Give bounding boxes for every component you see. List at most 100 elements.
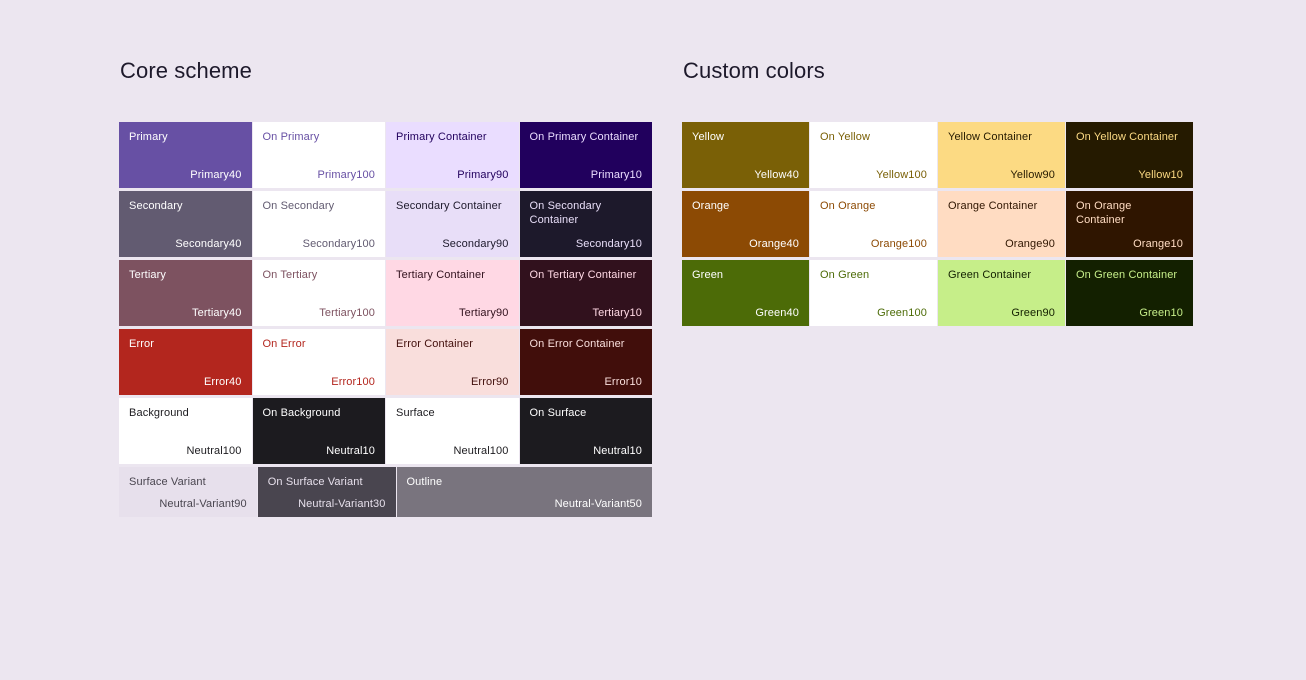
swatch-role-label: Tertiary Container [396,269,485,281]
swatch-role-label: Green [692,269,724,281]
color-swatch[interactable]: On Secondary Secondary100 [252,191,385,257]
swatch-token-label: Green40 [755,307,799,319]
color-swatch[interactable]: On Primary Container Primary10 [519,122,652,188]
swatch-role-label: On Green Container [1076,269,1178,281]
swatch-role-label: On Secondary [262,200,335,212]
swatch-role-label: Primary [129,131,168,143]
color-swatch[interactable]: On Orange Container Orange10 [1066,191,1193,257]
swatch-role-label: Tertiary [129,269,167,281]
swatch-token-label: Secondary10 [575,238,642,250]
swatch-token-label: Tertiary100 [319,307,375,319]
color-swatch[interactable]: Green Container Green90 [938,260,1065,326]
color-swatch[interactable]: Tertiary Tertiary40 [119,260,252,326]
page-title-core-scheme: Core scheme [120,58,252,83]
swatch-token-label: Yellow100 [876,169,927,181]
swatch-token-label: Primary90 [457,169,509,181]
color-swatch[interactable]: Primary Container Primary90 [386,122,519,188]
swatch-token-label: Yellow40 [754,169,799,181]
swatch-token-label: Tertiary10 [592,307,642,319]
swatch-token-label: Green90 [1011,307,1055,319]
swatch-role-label: On Yellow [820,131,871,143]
color-swatch[interactable]: Surface Variant Neutral-Variant90 [119,467,257,517]
swatch-token-label: Green100 [877,307,927,319]
color-swatch[interactable]: On Surface Neutral10 [519,398,652,464]
color-swatch[interactable]: Error Container Error90 [386,329,519,395]
swatch-role-label: On Orange Container [1076,200,1132,226]
swatch-row-primary: Primary Primary40 On Primary Primary100 Prim… [119,122,652,188]
swatch-role-label: On Orange [820,200,876,212]
swatch-token-label: Primary10 [590,169,642,181]
swatch-token-label: Neutral100 [186,445,242,457]
color-swatch[interactable]: On Background Neutral10 [252,398,385,464]
custom-colors-panel: Custom colors Yellow Yellow40 On Yellow Yel… [682,58,1193,326]
swatch-token-label: Tertiary40 [192,307,242,319]
swatch-role-label: Outline [406,476,443,488]
custom-colors-grid: Yellow Yellow40 On Yellow Yellow100 Yellow C… [682,122,1193,326]
core-scheme-panel: Core scheme Primary Primary40 On Primary Pr… [119,58,652,517]
swatch-role-label: Orange Container [948,200,1038,212]
swatch-role-label: Yellow Container [948,131,1033,143]
swatch-token-label: Neutral-Variant50 [554,498,642,510]
swatch-role-label: Primary Container [396,131,487,143]
color-swatch[interactable]: On Orange Orange100 [810,191,937,257]
swatch-row-yellow: Yellow Yellow40 On Yellow Yellow100 Yellow C… [682,122,1193,188]
swatch-token-label: Primary100 [317,169,375,181]
swatch-token-label: Orange40 [749,238,799,250]
swatch-token-label: Primary40 [190,169,242,181]
swatch-token-label: Orange90 [1005,238,1055,250]
color-swatch[interactable]: Outline Neutral-Variant50 [396,467,652,517]
swatch-token-label: Tertiary90 [459,307,509,319]
color-swatch[interactable]: Tertiary Container Tertiary90 [386,260,519,326]
color-swatch[interactable]: On Secondary Container Secondary10 [519,191,652,257]
swatch-token-label: Neutral10 [593,445,642,457]
swatch-token-label: Green10 [1139,307,1183,319]
swatch-token-label: Secondary100 [302,238,375,250]
color-swatch[interactable]: Error Error40 [119,329,252,395]
color-swatch[interactable]: Yellow Yellow40 [682,122,809,188]
color-swatch[interactable]: Yellow Container Yellow90 [938,122,1065,188]
color-swatch[interactable]: On Tertiary Tertiary100 [252,260,385,326]
color-swatch[interactable]: On Error Error100 [252,329,385,395]
color-swatch[interactable]: Orange Orange40 [682,191,809,257]
color-swatch[interactable]: Green Green40 [682,260,809,326]
color-swatch[interactable]: Secondary Container Secondary90 [386,191,519,257]
color-swatch[interactable]: On Primary Primary100 [252,122,385,188]
swatch-role-label: Yellow [692,131,725,143]
swatch-role-label: On Tertiary Container [529,269,637,281]
color-swatch[interactable]: On Yellow Yellow100 [810,122,937,188]
swatch-row-surface-variant-outline: Surface Variant Neutral-Variant90 On Surfa… [119,467,652,517]
swatch-role-label: On Primary [262,131,320,143]
swatch-token-label: Secondary90 [442,238,509,250]
color-swatch[interactable]: Orange Container Orange90 [938,191,1065,257]
swatch-role-label: Green Container [948,269,1032,281]
color-swatch[interactable]: Background Neutral100 [119,398,252,464]
color-swatch[interactable]: Primary Primary40 [119,122,252,188]
swatch-role-label: On Surface [529,407,587,419]
swatch-token-label: Neutral100 [453,445,509,457]
swatch-token-label: Error40 [203,376,242,388]
swatch-token-label: Neutral-Variant30 [298,498,386,510]
swatch-role-label: On Surface Variant [267,476,363,488]
swatch-token-label: Orange10 [1133,238,1183,250]
color-swatch[interactable]: On Surface Variant Neutral-Variant30 [257,467,396,517]
swatch-row-green: Green Green40 On Green Green100 Green Contai… [682,260,1193,326]
swatch-role-label: Background [129,407,189,419]
swatch-role-label: Secondary Container [396,200,502,212]
swatch-role-label: On Tertiary [262,269,318,281]
swatch-row-orange: Orange Orange40 On Orange Orange100 Orange C… [682,191,1193,257]
swatch-role-label: On Primary Container [529,131,639,143]
swatch-role-label: On Background [262,407,341,419]
color-swatch[interactable]: Secondary Secondary40 [119,191,252,257]
color-swatch[interactable]: On Green Green100 [810,260,937,326]
color-swatch[interactable]: On Green Container Green10 [1066,260,1193,326]
color-swatch[interactable]: Surface Neutral100 [386,398,519,464]
swatch-role-label: Surface Variant [129,476,206,488]
color-swatch[interactable]: On Error Container Error10 [519,329,652,395]
color-swatch[interactable]: On Yellow Container Yellow10 [1066,122,1193,188]
color-swatch[interactable]: On Tertiary Container Tertiary10 [519,260,652,326]
swatch-row-error: Error Error40 On Error Error100 Error Contai… [119,329,652,395]
swatch-role-label: Error [129,338,155,350]
swatch-role-label: Error Container [396,338,473,350]
swatch-role-label: On Error Container [529,338,625,350]
